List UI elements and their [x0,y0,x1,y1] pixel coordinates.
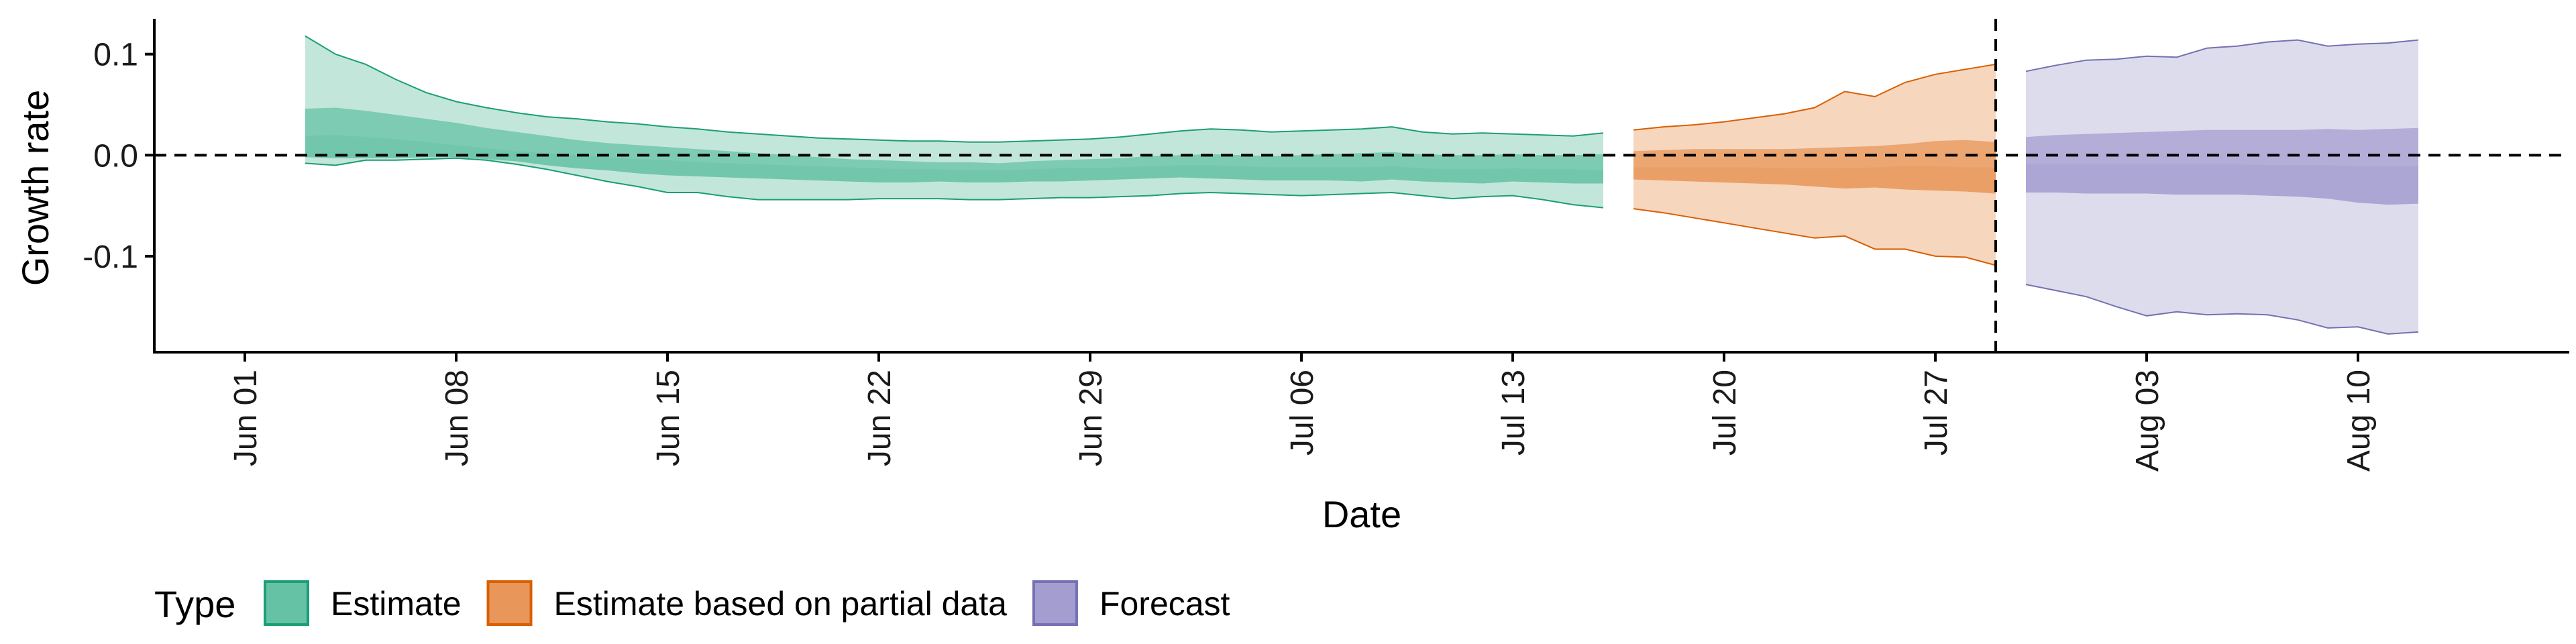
x-tick-label: Aug 10 [2341,370,2377,472]
x-tick-label: Jul 20 [1707,370,1743,455]
x-tick-label: Jul 27 [1919,370,1954,455]
series-2-lower-90-line [2025,284,2419,335]
ribbon-layer [305,35,2419,335]
legend-swatch-1 [486,580,533,626]
x-tick-label: Jun 08 [439,370,475,466]
legend-swatch-0 [264,580,309,626]
legend-label-2: Forecast [1099,585,1230,623]
x-tick-label: Aug 03 [2130,370,2165,472]
legend-label-0: Estimate [331,585,462,623]
y-tick-label: 0.0 [93,138,138,174]
ticks: 0.1 0.0 -0.1 Jun 01 Jun 08 Jun 15 Jun 22 Jun 29… [83,38,2377,472]
series-1-band-median [1633,166,1996,194]
series-1-upper-90-line [1633,63,1996,131]
legend-swatch-2 [1032,580,1078,626]
legend-label-1: Estimate based on partial data [554,585,1008,623]
series-0-band-median [305,135,1603,184]
series-2-band-median [2026,164,2418,205]
axes [153,19,2569,354]
series-0-lower-90-line [305,157,1604,209]
x-tick-label: Jun 01 [228,370,264,466]
series-2-band-50 [2026,127,2418,205]
reference-lines [154,19,2569,352]
x-tick-label: Jun 15 [651,370,686,466]
series-0-band-50 [305,107,1603,184]
y-tick-label: -0.1 [83,239,138,275]
x-tick-label: Jul 13 [1496,370,1532,455]
y-tick-label: 0.1 [93,38,138,73]
series-0-upper-90-line [305,35,1604,143]
series-1-band-50 [1633,140,1996,194]
x-tick-label: Jun 22 [862,370,898,466]
legend: Type Estimate Estimate based on partial d… [154,580,1230,626]
x-axis-title: Date [1322,493,1401,535]
series-2-upper-90-line [2025,39,2419,72]
x-tick-label: Jul 06 [1285,370,1320,455]
x-tick-label: Jun 29 [1073,370,1109,466]
y-axis-title: Growth rate [14,90,56,286]
series-1-lower-90-line [1633,208,1996,266]
legend-title: Type [154,583,235,625]
